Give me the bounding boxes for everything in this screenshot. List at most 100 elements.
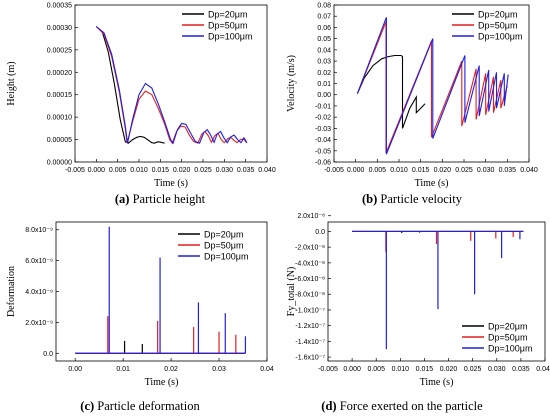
- panel-c: 0.00 0.01 0.02 0.03 0.04 0.0 2.0x10⁻⁹ 4.0x10⁻⁹ 6…: [6, 221, 274, 413]
- x-tick-label: 0.025: [464, 366, 482, 373]
- x-tick-label: 0.020: [440, 366, 458, 373]
- panel-b: -0.005 0.000 0.005 0.010 0.015 0.020 0.025 0.03…: [286, 3, 538, 207]
- x-tick-label: 0.03: [212, 366, 226, 373]
- y-tick-label: 2.0x10⁻⁸: [297, 213, 325, 220]
- series-line-1: [356, 54, 426, 129]
- y-tick-label: 6.0x10⁻⁹: [25, 258, 53, 265]
- x-tick-label: 0.005: [367, 366, 385, 373]
- y-tick-label: 0.00: [317, 92, 331, 99]
- y-tick-label: 0.00005: [47, 137, 72, 144]
- y-tick-label: 4.0x10⁻⁹: [25, 289, 53, 296]
- y-tick-label: 0.0: [315, 229, 325, 236]
- legend-label: Dp=50μm: [478, 21, 517, 31]
- legend-label: Dp=50μm: [204, 241, 243, 251]
- legend-label: Dp=20μm: [478, 10, 517, 20]
- y-tick-label: 0.05: [317, 36, 331, 43]
- x-axis-label: Time (s): [145, 377, 179, 388]
- series-line-3: [356, 17, 509, 155]
- legend-label: Dp=100μm: [488, 344, 532, 354]
- panel-a-caption: (a) Particle height: [115, 192, 206, 206]
- y-tick-label: 8.0x10⁻⁹: [25, 227, 53, 234]
- y-tick-label: -0.04: [315, 137, 331, 144]
- series-line-2: [356, 21, 508, 154]
- y-tick-label: 0.06: [317, 25, 331, 32]
- panel-c-caption: (c) Particle deformation: [80, 399, 200, 413]
- panel-d-caption: (d) Force exerted on the particle: [321, 399, 483, 413]
- x-tick-label: 0.00: [68, 366, 82, 373]
- x-tick-label: -0.005: [324, 167, 344, 174]
- y-tick-label: 0.0: [43, 351, 53, 358]
- y-tick-label: 0.00035: [47, 3, 72, 10]
- series-line-2: [95, 26, 247, 145]
- x-tick-label: 0.035: [237, 167, 255, 174]
- y-tick-label: 0.00020: [47, 70, 72, 77]
- plot-frame: [74, 4, 268, 163]
- x-tick-label: 0.030: [216, 167, 234, 174]
- legend-label: Dp=100μm: [208, 32, 252, 42]
- x-tick-label: 0.020: [173, 167, 191, 174]
- y-tick-label: -0.03: [315, 126, 331, 133]
- legend-label: Dp=100μm: [478, 32, 522, 42]
- y-tick-label: 0.00025: [47, 47, 72, 54]
- y-axis-label: Deformation: [6, 266, 17, 317]
- y-tick-label: -2.0x10⁻⁸: [295, 245, 325, 252]
- panel-a: -0.005 0.000 0.005 0.010 0.015 0.020 0.025 0.03…: [6, 3, 276, 207]
- legend-label: Dp=20μm: [208, 10, 247, 20]
- panel-d-plot: -0.005 0.000 0.005 0.010 0.015 0.020 0.025 0.03…: [286, 213, 550, 388]
- y-tick-label: 0.00015: [47, 92, 72, 99]
- x-tick-label: 0.015: [416, 366, 434, 373]
- panel-b-caption: (b) Particle velocity: [362, 192, 463, 206]
- x-tick-label: 0.010: [130, 167, 148, 174]
- panel-c-plot: 0.00 0.01 0.02 0.03 0.04 0.0 2.0x10⁻⁹ 4.0x10⁻⁹ 6…: [6, 221, 274, 388]
- y-axis-label: Fy_total (N): [286, 267, 297, 317]
- y-tick-label: -0.05: [315, 148, 331, 155]
- y-tick-label: -1.0x10⁻⁷: [295, 307, 325, 314]
- x-tick-label: 0.035: [512, 366, 530, 373]
- x-tick-label: 0.020: [434, 167, 452, 174]
- x-tick-label: 0.040: [520, 167, 538, 174]
- y-tick-label: 0.04: [317, 47, 331, 54]
- x-tick-label: 0.010: [390, 167, 408, 174]
- y-axis-label: Velocity (m/s): [286, 55, 297, 112]
- x-tick-label: 0.04: [260, 366, 274, 373]
- x-tick-label: 0.035: [499, 167, 517, 174]
- y-tick-label: -1.4x10⁻⁷: [295, 339, 325, 346]
- x-tick-label: 0.030: [488, 366, 506, 373]
- y-tick-label: -1.2x10⁻⁷: [295, 323, 325, 330]
- y-tick-label: -0.01: [315, 103, 331, 110]
- x-tick-label: 0.025: [455, 167, 473, 174]
- x-tick-label: -0.005: [318, 366, 338, 373]
- y-tick-label: 0.02: [317, 70, 331, 77]
- y-tick-label: -1.6x10⁻⁷: [295, 355, 325, 362]
- x-tick-label: 0.040: [536, 366, 550, 373]
- y-tick-label: 0.00030: [47, 25, 72, 32]
- x-axis-label: Time (s): [154, 178, 188, 189]
- x-axis-label: Time (s): [420, 377, 454, 388]
- y-tick-label: 0.03: [317, 59, 331, 66]
- panel-a-plot: -0.005 0.000 0.005 0.010 0.015 0.020 0.025 0.03…: [6, 3, 276, 190]
- y-tick-label: 0.00010: [47, 115, 72, 122]
- y-tick-label: 0.07: [317, 14, 331, 21]
- x-tick-label: 0.010: [392, 366, 410, 373]
- y-tick-label: 0.01: [317, 81, 331, 88]
- legend-label: Dp=20μm: [488, 322, 527, 332]
- x-tick-label: 0.040: [258, 167, 276, 174]
- x-tick-label: 0.005: [369, 167, 387, 174]
- legend-label: Dp=50μm: [208, 21, 247, 31]
- x-tick-label: 0.000: [343, 366, 361, 373]
- y-tick-label: -0.02: [315, 115, 331, 122]
- y-axis-label: Height (m): [6, 61, 17, 105]
- x-tick-label: 0.025: [194, 167, 212, 174]
- x-tick-label: 0.000: [88, 167, 106, 174]
- panel-d: -0.005 0.000 0.005 0.010 0.015 0.020 0.025 0.03…: [286, 213, 550, 413]
- y-tick-label: -4.0x10⁻⁸: [295, 260, 325, 267]
- series-line-3: [95, 26, 248, 145]
- y-tick-label: -6.0x10⁻⁸: [295, 276, 325, 283]
- legend-label: Dp=20μm: [204, 230, 243, 240]
- x-tick-label: -0.005: [65, 167, 85, 174]
- y-tick-label: 2.0x10⁻⁹: [25, 320, 53, 327]
- x-axis-label: Time (s): [415, 178, 449, 189]
- x-tick-label: 0.015: [412, 167, 430, 174]
- x-tick-label: 0.000: [347, 167, 365, 174]
- x-tick-label: 0.02: [164, 366, 178, 373]
